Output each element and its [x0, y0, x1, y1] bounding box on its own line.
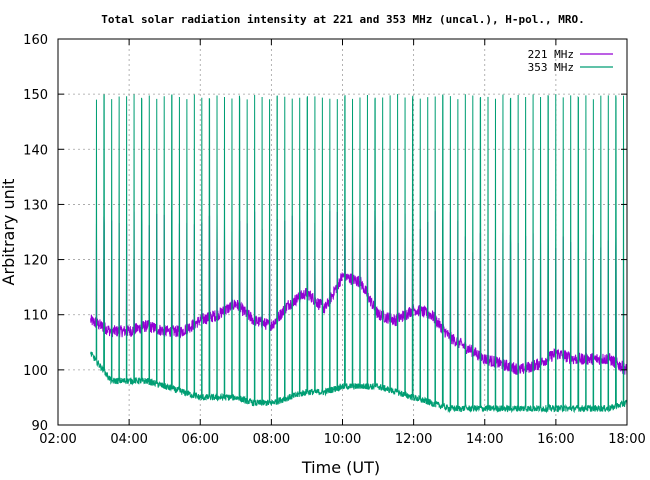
- series-line-353-mhz: [90, 94, 628, 414]
- x-tick-label: 06:00: [182, 432, 219, 447]
- x-axis-label: Time (UT): [301, 458, 380, 477]
- axis-ticks: 02:00 04:00 06:00 08:00 10:00 12:00 14:00 16:00…: [23, 33, 646, 447]
- y-axis-label: Arbitrary unit: [0, 179, 18, 286]
- y-tick-label: 110: [23, 309, 48, 324]
- y-tick-label: 150: [23, 88, 48, 103]
- x-tick-label: 08:00: [253, 432, 290, 447]
- y-tick-label: 100: [23, 364, 48, 379]
- x-tick-label: 18:00: [608, 432, 645, 447]
- series-layer: [90, 94, 628, 414]
- x-tick-label: 16:00: [537, 432, 574, 447]
- legend-label: 221 MHz: [528, 48, 574, 61]
- chart-title: Total solar radiation intensity at 221 a…: [101, 13, 584, 26]
- x-tick-label: 02:00: [39, 432, 76, 447]
- x-tick-label: 12:00: [395, 432, 432, 447]
- plot-frame: [57, 38, 628, 426]
- y-tick-label: 140: [23, 143, 48, 158]
- x-tick-label: 04:00: [110, 432, 147, 447]
- y-tick-label: 120: [23, 254, 48, 269]
- y-tick-label: 130: [23, 198, 48, 213]
- x-tick-label: 10:00: [324, 432, 361, 447]
- legend-label: 353 MHz: [528, 61, 574, 74]
- grid-lines: [58, 39, 627, 425]
- y-tick-label: 160: [23, 33, 48, 48]
- x-tick-label: 14:00: [466, 432, 503, 447]
- y-tick-label: 90: [31, 419, 48, 434]
